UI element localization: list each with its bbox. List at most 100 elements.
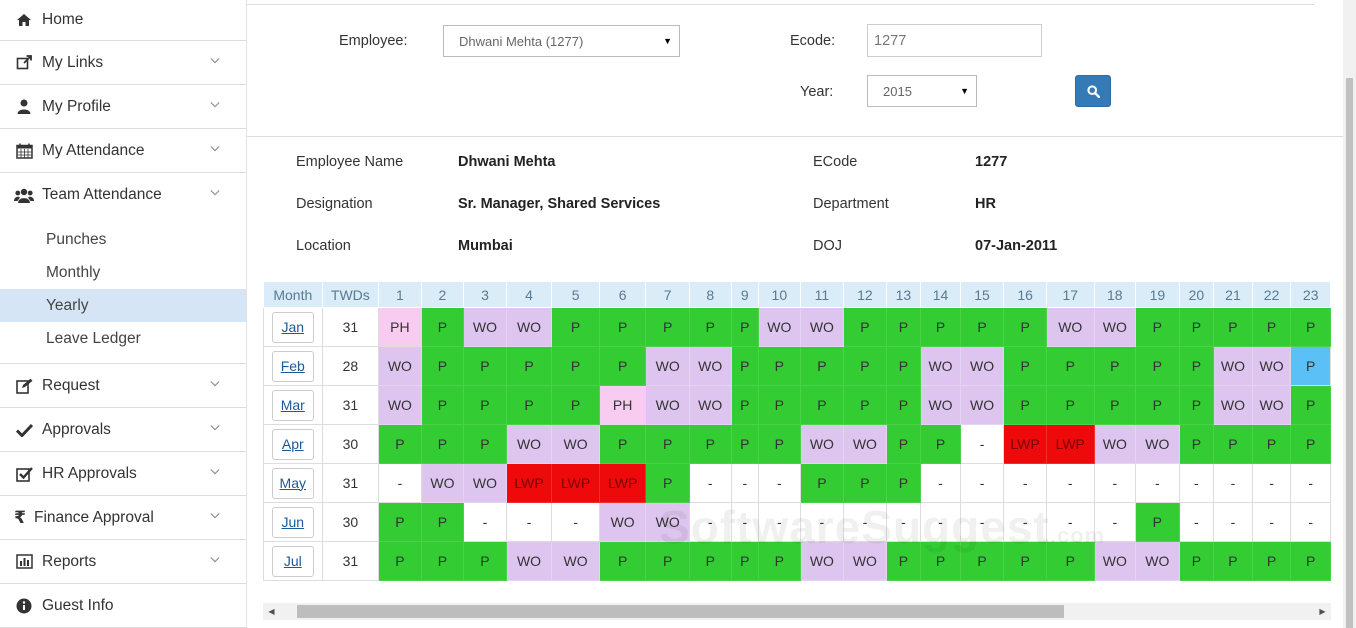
day-cell: WO xyxy=(1135,541,1180,581)
sub-item-yearly[interactable]: Yearly xyxy=(0,289,246,322)
header-day: 21 xyxy=(1213,281,1253,308)
day-cell: - xyxy=(1213,463,1253,503)
month-link[interactable]: Jan xyxy=(271,311,314,343)
nav-reports-label: Reports xyxy=(42,552,97,570)
ecode-input-value: 1277 xyxy=(874,32,907,49)
nav-my-links[interactable]: My Links xyxy=(0,41,246,85)
day-cell: P xyxy=(463,385,507,425)
nav-finance-approval[interactable]: ₹ Finance Approval xyxy=(0,496,246,540)
ecode-label: Ecode: xyxy=(790,33,836,49)
external-link-icon xyxy=(14,54,34,72)
header-day: 18 xyxy=(1093,281,1137,308)
day-cell: P xyxy=(959,307,1005,347)
day-cell: P xyxy=(420,502,465,542)
day-cell: P xyxy=(1135,307,1180,347)
header-day: 1 xyxy=(378,281,422,308)
vertical-scrollbar-thumb[interactable] xyxy=(1346,78,1353,628)
table-row: Apr 30 P P P WO WO P P P P P WO WO P P - LWP LWP WO WO P P P P xyxy=(263,424,1331,464)
doj-value: 07-Jan-2011 xyxy=(975,238,1058,254)
day-cell: WO xyxy=(1135,424,1180,464)
chevron-down-icon xyxy=(210,425,220,431)
ecode-input[interactable]: 1277 xyxy=(867,24,1042,57)
day-cell: - xyxy=(1003,463,1047,503)
day-cell: P xyxy=(730,424,760,464)
day-cell: - xyxy=(920,502,961,542)
designation-label: Designation xyxy=(296,196,373,212)
day-cell: WO xyxy=(959,385,1005,425)
day-cell: PH xyxy=(378,307,422,347)
month-link[interactable]: Apr xyxy=(271,428,314,460)
day-cell: LWP xyxy=(1045,424,1095,464)
day-cell: P xyxy=(1178,346,1215,386)
header-day: 20 xyxy=(1178,281,1215,308)
twd-cell: 30 xyxy=(321,424,380,464)
day-cell: WO xyxy=(920,385,961,425)
day-cell: P xyxy=(1003,346,1047,386)
nav-my-profile-label: My Profile xyxy=(42,97,111,115)
day-cell: WO xyxy=(799,307,845,347)
nav-my-attendance[interactable]: My Attendance xyxy=(0,129,246,173)
month-link[interactable]: May xyxy=(271,467,314,499)
nav-approvals[interactable]: Approvals xyxy=(0,408,246,452)
nav-approvals-label: Approvals xyxy=(42,420,111,438)
chevron-down-icon xyxy=(210,513,220,519)
sub-item-punches[interactable]: Punches xyxy=(46,231,107,248)
day-cell: P xyxy=(1178,424,1215,464)
day-cell: P xyxy=(1093,346,1137,386)
header-day: 7 xyxy=(645,281,690,308)
day-cell: WO xyxy=(463,307,507,347)
nav-guest-info[interactable]: Guest Info xyxy=(0,584,246,628)
nav-my-profile[interactable]: My Profile xyxy=(0,85,246,129)
table-row: Feb 28 WO P P P P P WO WO P P P P P WO WO P P P P P WO WO P xyxy=(263,346,1331,386)
day-cell: WO xyxy=(378,346,422,386)
search-button[interactable] xyxy=(1075,75,1111,107)
scroll-right-icon[interactable]: ▶ xyxy=(1319,607,1326,616)
horizontal-scrollbar[interactable]: ◀ ▶ xyxy=(263,603,1331,620)
day-cell: P xyxy=(1178,541,1215,581)
scroll-left-icon[interactable]: ◀ xyxy=(268,607,275,616)
search-icon xyxy=(1086,84,1100,98)
day-cell: - xyxy=(799,502,845,542)
info-ecode-label: ECode xyxy=(813,154,858,170)
day-cell: P xyxy=(1135,346,1180,386)
day-cell: - xyxy=(1093,463,1137,503)
department-value: HR xyxy=(975,196,996,212)
day-cell: P xyxy=(1251,424,1292,464)
nav-home[interactable]: Home xyxy=(0,0,246,41)
header-day: 5 xyxy=(551,281,600,308)
nav-hr-approvals[interactable]: HR Approvals xyxy=(0,452,246,496)
month-link[interactable]: Feb xyxy=(271,350,314,382)
day-cell: - xyxy=(758,463,801,503)
nav-home-label: Home xyxy=(42,11,84,28)
day-cell: - xyxy=(1213,502,1253,542)
month-cell: Jun xyxy=(263,502,323,542)
home-icon xyxy=(14,11,34,29)
month-cell: Jul xyxy=(263,541,323,581)
day-cell: WO xyxy=(463,463,507,503)
vertical-scrollbar[interactable] xyxy=(1343,0,1356,628)
sub-item-monthly[interactable]: Monthly xyxy=(46,264,101,281)
year-select[interactable]: 2015 ▼ xyxy=(867,75,977,107)
nav-my-attendance-label: My Attendance xyxy=(42,141,145,159)
team-attendance-submenu: Punches Monthly Yearly Leave Ledger xyxy=(0,217,246,364)
day-cell: P xyxy=(688,307,732,347)
attendance-table-container[interactable]: Month TWDs 1 2 3 4 5 6 7 8 9 10 11 12 13 14 15 16 17 18 19 20… xyxy=(263,281,1331,581)
month-link[interactable]: Jun xyxy=(271,506,314,538)
sub-item-leave-ledger[interactable]: Leave Ledger xyxy=(46,330,141,347)
month-link[interactable]: Jul xyxy=(271,545,314,577)
day-cell: - xyxy=(959,502,1005,542)
employee-select[interactable]: Dhwani Mehta (1277) ▼ xyxy=(443,25,680,57)
horizontal-scrollbar-thumb[interactable] xyxy=(297,605,1064,618)
nav-reports[interactable]: Reports xyxy=(0,540,246,584)
twd-cell: 31 xyxy=(321,541,380,581)
day-cell: P xyxy=(463,346,507,386)
month-link[interactable]: Mar xyxy=(271,389,314,421)
day-cell: WO xyxy=(598,502,647,542)
header-day: 11 xyxy=(799,281,845,308)
header-day: 23 xyxy=(1290,281,1331,308)
day-cell: P xyxy=(1003,541,1047,581)
nav-request[interactable]: Request xyxy=(0,364,246,408)
nav-team-attendance[interactable]: Team Attendance xyxy=(0,173,246,217)
day-cell: P xyxy=(645,424,690,464)
nav-hr-approvals-label: HR Approvals xyxy=(42,464,137,482)
